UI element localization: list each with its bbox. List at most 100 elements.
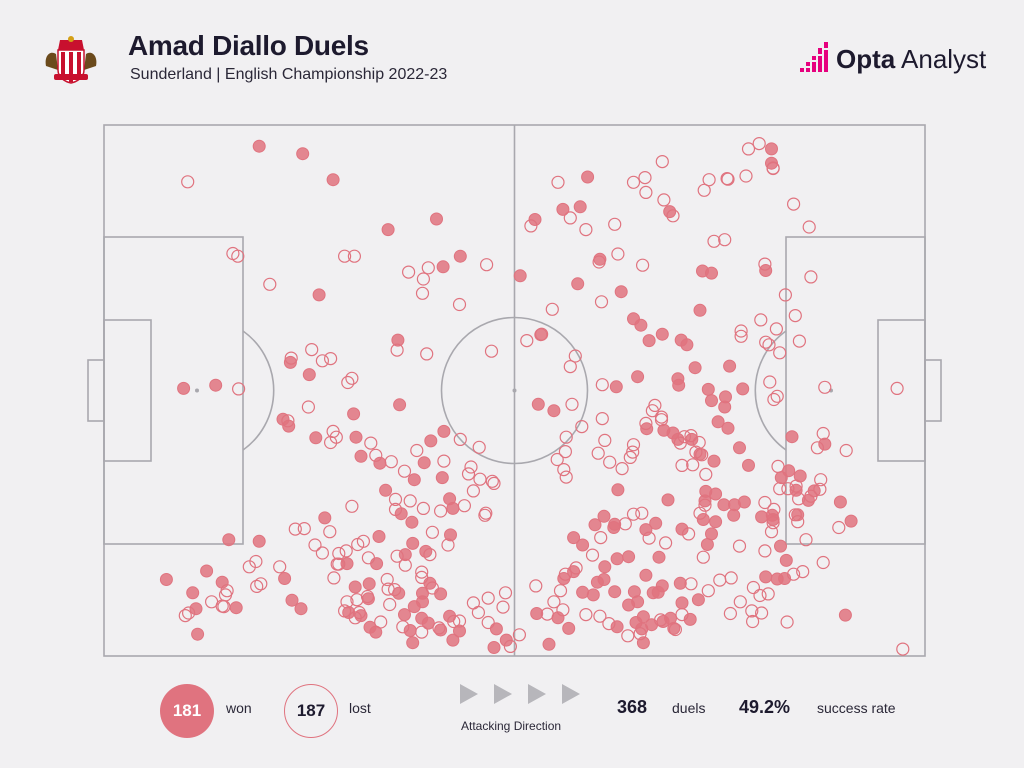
duel-lost-point: [284, 351, 298, 365]
duel-lost-point: [593, 609, 607, 623]
duel-lost-point: [773, 346, 787, 360]
duel-lost-point: [732, 539, 747, 553]
duel-lost-point: [447, 614, 461, 629]
duel-won-point: [759, 570, 773, 584]
duel-lost-point: [254, 577, 268, 591]
duel-lost-point: [767, 502, 781, 516]
duel-lost-point: [648, 398, 662, 412]
duel-won-point: [622, 550, 636, 564]
duel-lost-point: [288, 522, 302, 536]
duel-lost-point: [788, 508, 802, 522]
duel-lost-point: [626, 438, 641, 452]
duel-lost-point: [324, 352, 338, 366]
won-label: won: [226, 700, 252, 716]
duel-lost-point: [758, 495, 772, 510]
duel-lost-point: [327, 571, 341, 585]
duel-lost-point: [339, 544, 353, 558]
duel-won-point: [326, 173, 340, 187]
lost-count-badge: 187: [284, 684, 338, 738]
duel-lost-point: [305, 343, 319, 357]
duels-label: duels: [672, 700, 706, 716]
duel-lost-point: [766, 516, 780, 530]
duel-won-point: [444, 528, 457, 542]
duel-won-point: [528, 213, 542, 226]
duel-won-point: [655, 327, 669, 341]
duel-won-point: [567, 565, 581, 579]
duel-won-point: [765, 142, 778, 156]
duel-won-point: [675, 596, 689, 610]
duel-lost-point: [741, 142, 756, 156]
duel-lost-point: [242, 560, 256, 574]
duel-won-point: [530, 607, 544, 620]
duel-lost-point: [814, 473, 828, 487]
duel-won-point: [598, 560, 612, 574]
duel-lost-point: [423, 547, 437, 562]
duel-lost-point: [839, 443, 853, 458]
duel-lost-point: [745, 604, 759, 618]
duel-won-point: [818, 437, 832, 451]
duel-won-point: [649, 516, 663, 530]
duel-lost-point: [638, 171, 652, 185]
duel-lost-point: [579, 223, 593, 237]
duel-lost-point: [802, 220, 816, 234]
duel-lost-point: [437, 454, 451, 468]
duel-lost-point: [675, 607, 689, 622]
duel-lost-point: [626, 175, 641, 189]
duel-won-point: [652, 550, 666, 564]
duel-won-point: [437, 424, 451, 438]
duel-won-point: [282, 419, 296, 433]
duel-lost-point: [402, 265, 416, 279]
duel-lost-point: [718, 233, 732, 247]
right-penalty-arc: [754, 330, 787, 451]
duel-lost-point: [786, 567, 801, 581]
duel-lost-point: [361, 551, 375, 565]
duel-lost-point: [315, 354, 329, 368]
duel-won-point: [547, 404, 561, 418]
duel-lost-point: [598, 433, 612, 447]
duel-won-point: [398, 548, 412, 562]
duel-won-point: [312, 288, 326, 302]
duel-lost-point: [410, 443, 424, 458]
duel-won-point: [434, 587, 448, 601]
duel-lost-point: [480, 258, 494, 272]
duel-lost-point: [338, 604, 352, 618]
duel-lost-point: [520, 334, 534, 348]
centre-spot: [512, 388, 517, 393]
duel-lost-point: [416, 501, 430, 515]
brand-wordmark: Opta Analyst: [836, 44, 986, 75]
right-six-yard-box: [877, 319, 926, 462]
duel-lost-point: [345, 499, 359, 513]
duel-lost-point: [551, 175, 565, 189]
duel-won-point: [785, 430, 799, 444]
duel-lost-point: [595, 378, 609, 392]
duel-lost-point: [696, 550, 710, 564]
duel-lost-point: [390, 549, 404, 563]
duel-lost-point: [657, 193, 671, 207]
page-title: Amad Diallo Duels: [128, 30, 369, 61]
duel-lost-point: [352, 605, 366, 620]
duel-lost-point: [791, 515, 805, 529]
won-count-badge: 181: [160, 684, 214, 738]
attacking-direction-label: Attacking Direction: [461, 719, 562, 733]
duel-lost-point: [388, 492, 403, 506]
duel-lost-point: [668, 622, 683, 637]
duel-lost-point: [595, 412, 609, 426]
duel-won-point: [791, 508, 805, 522]
duel-won-point: [610, 552, 624, 566]
duel-won-point: [513, 269, 527, 283]
duel-lost-point: [681, 527, 696, 541]
duel-lost-point: [720, 172, 734, 186]
duel-lost-point: [390, 343, 404, 357]
duel-won-point: [285, 593, 299, 607]
duel-lost-point: [558, 445, 573, 459]
duel-won-point: [576, 585, 590, 599]
duel-lost-point: [341, 375, 355, 390]
duel-won-point: [639, 523, 653, 537]
duel-lost-point: [529, 579, 543, 593]
duel-lost-point: [496, 600, 510, 614]
duel-lost-point: [559, 470, 573, 484]
duel-lost-point: [773, 482, 787, 496]
duel-lost-point: [769, 322, 784, 336]
duel-lost-point: [569, 561, 583, 575]
duel-won-point: [608, 517, 622, 531]
